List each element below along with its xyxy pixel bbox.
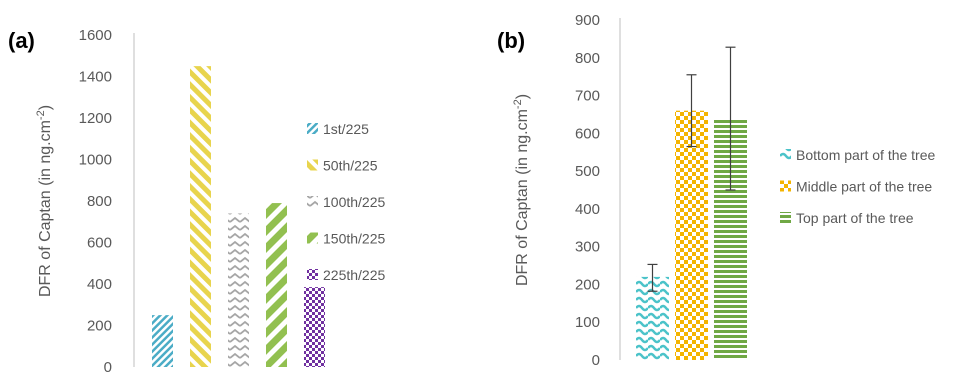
bar-middle-part-of-the-tree — [675, 110, 708, 361]
bar-50th-225 — [190, 66, 211, 367]
y-tick-label: 200 — [575, 276, 600, 293]
bar-225th-225 — [304, 287, 325, 367]
legend-label: Bottom part of the tree — [796, 147, 936, 163]
y-tick-label: 100 — [575, 314, 600, 331]
legend-label: 1st/225 — [323, 121, 369, 137]
legend-swatch — [307, 123, 318, 134]
chart-panel-a: (a) 0 200 400 600 800 1000 1200 1400 1600 DFR of C… — [8, 27, 385, 373]
legend-label: 225th/225 — [323, 267, 385, 283]
legend-label: Middle part of the tree — [796, 179, 932, 195]
legend-swatch — [307, 232, 318, 244]
legend-swatch — [780, 149, 791, 160]
y-tick-label: 900 — [575, 12, 600, 29]
y-tick-label: 600 — [575, 125, 600, 142]
y-tick-label: 1400 — [79, 69, 112, 86]
legend-label: 100th/225 — [323, 194, 385, 210]
legend-label: 150th/225 — [323, 231, 385, 247]
y-axis-title: DFR of Captan (in ng.cm-2) — [35, 105, 54, 297]
legend-swatch — [780, 212, 791, 223]
y-tick-label: 0 — [104, 359, 112, 373]
y-tick-label: 500 — [575, 163, 600, 180]
y-tick-label: 1000 — [79, 152, 112, 169]
y-tick-label: 200 — [87, 318, 112, 335]
legend-swatch — [780, 180, 791, 192]
y-tick-label: 800 — [87, 193, 112, 210]
legend-swatch — [307, 159, 318, 171]
panel-label: (b) — [497, 28, 525, 53]
bar-1st-225 — [152, 315, 173, 367]
legend-label: Top part of the tree — [796, 210, 914, 226]
bar-150th-225 — [266, 203, 287, 367]
panel-label: (a) — [8, 28, 35, 53]
legend-swatch — [307, 196, 318, 207]
legend-swatch — [307, 269, 318, 280]
y-tick-label: 300 — [575, 239, 600, 256]
y-tick-label: 700 — [575, 88, 600, 105]
y-tick-label: 0 — [592, 352, 600, 369]
y-tick-label: 1600 — [79, 27, 112, 44]
bar-100th-225 — [228, 213, 249, 367]
y-tick-label: 400 — [575, 201, 600, 218]
y-axis-title: DFR of Captan (in ng.cm-2) — [512, 94, 531, 286]
y-tick-label: 1200 — [79, 110, 112, 127]
y-tick-label: 600 — [87, 235, 112, 252]
legend-label: 50th/225 — [323, 158, 378, 174]
y-tick-label: 400 — [87, 276, 112, 293]
chart-panel-b: (b) 0 100 200 300 400 500 600 700 800 900 DFR of Ca… — [497, 12, 936, 369]
y-tick-label: 800 — [575, 50, 600, 67]
